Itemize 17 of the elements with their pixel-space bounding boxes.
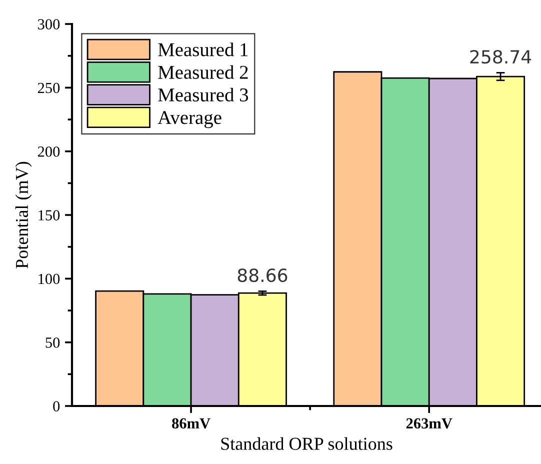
data-label: 258.74: [470, 50, 532, 64]
x-axis-title: Standard ORP solutions: [221, 437, 392, 450]
x-tick-label: 86mV: [172, 418, 210, 429]
y-tick-label: 50: [46, 337, 60, 348]
y-tick-label: 300: [38, 19, 60, 30]
y-axis-title: Potential (mV): [15, 162, 32, 268]
legend-label: Measured 3: [158, 88, 248, 102]
y-tick-label: 250: [38, 82, 60, 94]
legend-label: Average: [158, 111, 222, 128]
x-tick-label: 263mV: [406, 418, 452, 429]
y-tick-label: 0: [53, 401, 60, 412]
legend-label: Measured 2: [158, 65, 248, 79]
y-tick-label: 150: [38, 210, 60, 220]
data-label: 88.66: [238, 268, 288, 282]
y-tick-label: 100: [38, 274, 60, 284]
legend-label: Measured 1: [158, 42, 248, 56]
y-tick-label: 200: [38, 146, 60, 157]
